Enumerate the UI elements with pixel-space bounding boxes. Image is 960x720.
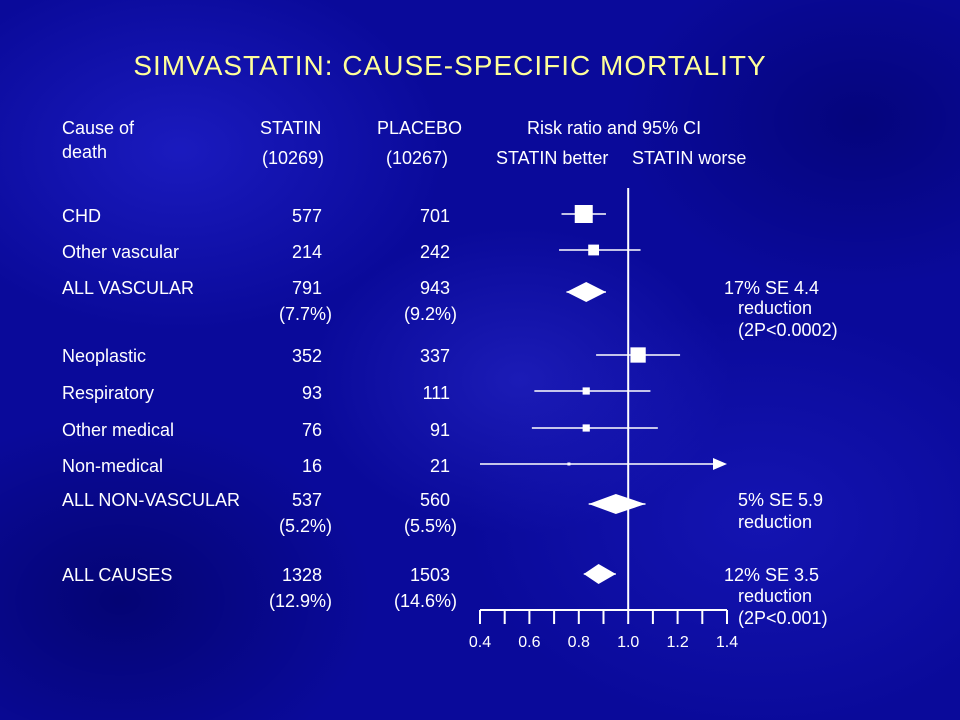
- row-statin-non-medical: 16: [301, 456, 322, 476]
- row-placebo-pct-all-causes: (14.6%): [393, 591, 457, 611]
- row-statin-chd: 577: [291, 206, 322, 226]
- row-cause-all-non-vascular: ALL NON-VASCULAR: [62, 490, 241, 510]
- row-cause-non-medical: Non-medical: [62, 456, 164, 476]
- row-statin-pct-all-non-vascular: (5.2%): [278, 516, 332, 536]
- row-placebo-all-causes: 1503: [409, 565, 450, 585]
- point-neoplastic: [630, 347, 646, 363]
- annotation-all-line1: 12% SE 3.5: [724, 565, 820, 585]
- point-chd: [574, 205, 593, 223]
- row-statin-other-vascular: 214: [291, 242, 322, 262]
- row-placebo-other-vascular: 242: [419, 242, 450, 262]
- slide-title: SIMVASTATIN: CAUSE-SPECIFIC MORTALITY: [133, 50, 767, 81]
- x-tick-label: 1.4: [716, 634, 738, 651]
- diamond-all-vascular: [566, 282, 606, 302]
- header-cause-line1: Cause of: [62, 118, 135, 138]
- row-statin-pct-all-causes: (12.9%): [268, 591, 332, 611]
- row-statin-pct-all-vascular: (7.7%): [278, 304, 332, 324]
- header-placebo: PLACEBO: [377, 118, 463, 138]
- annotation-nonvascular-line2: reduction: [738, 512, 813, 532]
- row-statin-other-medical: 76: [301, 420, 322, 440]
- row-cause-chd: CHD: [62, 206, 101, 226]
- annotation-nonvascular-line1: 5% SE 5.9: [738, 490, 824, 510]
- x-tick-label: 1.2: [666, 634, 688, 651]
- point-other-medical: [582, 424, 590, 432]
- annotation-vascular-line3: (2P<0.0002): [738, 320, 838, 340]
- header-statin-worse: STATIN worse: [632, 148, 747, 168]
- row-placebo-chd: 701: [419, 206, 450, 226]
- x-tick-label: 0.6: [518, 634, 540, 651]
- row-statin-respiratory: 93: [301, 383, 322, 403]
- diamond-all-causes: [583, 564, 616, 584]
- row-placebo-non-medical: 21: [429, 456, 450, 476]
- header-cause-line2: death: [62, 142, 108, 162]
- ci-arrow-non-medical: [713, 458, 727, 470]
- header-statin-n: (10269): [262, 148, 325, 168]
- x-tick-label: 0.8: [568, 634, 590, 651]
- row-cause-other-medical: Other medical: [62, 420, 175, 440]
- x-tick-label: 0.4: [469, 634, 491, 651]
- row-cause-all-causes: ALL CAUSES: [62, 565, 173, 585]
- row-placebo-all-non-vascular: 560: [419, 490, 450, 510]
- header-risk-ratio: Risk ratio and 95% CI: [527, 118, 702, 138]
- row-cause-other-vascular: Other vascular: [62, 242, 180, 262]
- row-statin-all-non-vascular: 537: [291, 490, 322, 510]
- point-non-medical: [567, 462, 571, 466]
- header-statin-better: STATIN better: [496, 148, 609, 168]
- row-statin-all-causes: 1328: [281, 565, 322, 585]
- row-statin-all-vascular: 791: [291, 278, 322, 298]
- row-placebo-all-vascular: 943: [419, 278, 450, 298]
- point-respiratory: [582, 387, 590, 395]
- header-statin: STATIN: [260, 118, 322, 138]
- row-placebo-pct-all-vascular: (9.2%): [403, 304, 457, 324]
- row-cause-respiratory: Respiratory: [62, 383, 155, 403]
- row-cause-neoplastic: Neoplastic: [62, 346, 147, 366]
- header-placebo-n: (10267): [386, 148, 449, 168]
- row-placebo-other-medical: 91: [429, 420, 450, 440]
- x-tick-label: 1.0: [617, 634, 639, 651]
- row-cause-all-vascular: ALL VASCULAR: [62, 278, 195, 298]
- row-statin-neoplastic: 352: [291, 346, 322, 366]
- annotation-all-line2: reduction: [738, 586, 813, 606]
- row-placebo-neoplastic: 337: [419, 346, 450, 366]
- point-other-vascular: [588, 244, 600, 256]
- annotation-all-line3: (2P<0.001): [738, 608, 828, 628]
- annotation-vascular-line1: 17% SE 4.4: [724, 278, 820, 298]
- annotation-vascular-line2: reduction: [738, 298, 813, 318]
- row-placebo-pct-all-non-vascular: (5.5%): [403, 516, 457, 536]
- diamond-all-non-vascular: [588, 494, 646, 514]
- row-placebo-respiratory: 111: [422, 383, 450, 403]
